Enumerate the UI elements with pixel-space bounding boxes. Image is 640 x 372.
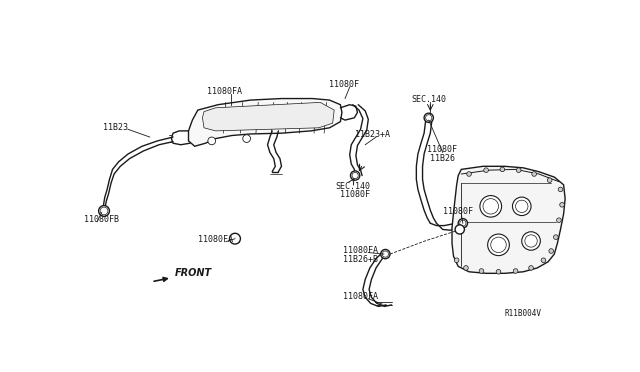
Circle shape [100,207,108,215]
Text: SEC.140: SEC.140 [412,95,447,104]
Polygon shape [452,166,565,273]
Circle shape [483,199,499,214]
Text: 11B26: 11B26 [430,154,455,163]
Circle shape [460,220,466,226]
Text: SEC.140: SEC.140 [336,182,371,191]
Polygon shape [189,99,342,146]
Circle shape [484,168,488,173]
Text: 11B23: 11B23 [103,122,128,132]
Circle shape [500,167,505,172]
Text: 11080F: 11080F [428,145,457,154]
Circle shape [529,266,533,270]
Circle shape [560,202,564,207]
Circle shape [488,234,509,256]
Text: 11B26+B: 11B26+B [344,255,378,264]
Circle shape [525,235,537,247]
Text: 11080F: 11080F [329,80,359,89]
Circle shape [208,137,216,145]
Circle shape [455,225,465,234]
Circle shape [479,269,484,273]
Circle shape [458,219,467,228]
Text: 11080F: 11080F [340,190,371,199]
Circle shape [381,250,390,259]
Circle shape [522,232,540,250]
Circle shape [516,200,528,212]
Text: 11080FA: 11080FA [344,292,378,301]
Circle shape [516,168,521,173]
Circle shape [547,178,552,183]
Circle shape [463,266,468,270]
Text: 11080FA: 11080FA [207,87,242,96]
Circle shape [532,172,536,176]
Text: R11B004V: R11B004V [505,309,541,318]
Text: 11080FA: 11080FA [198,235,233,244]
Circle shape [549,249,554,253]
Circle shape [352,173,358,179]
Circle shape [230,233,241,244]
Text: 11080F: 11080F [443,207,473,216]
Circle shape [454,258,459,263]
Circle shape [554,235,558,240]
Circle shape [426,115,432,121]
Circle shape [424,113,433,122]
Circle shape [467,172,472,176]
Text: 11080FA: 11080FA [344,246,378,255]
Circle shape [541,258,546,263]
Circle shape [558,187,563,192]
Circle shape [382,251,388,257]
Text: FRONT: FRONT [154,269,212,281]
Polygon shape [202,102,334,131]
Text: 11B23+A: 11B23+A [355,130,390,139]
Circle shape [513,197,531,216]
Circle shape [491,237,506,253]
Text: 11080FB: 11080FB [84,215,119,224]
Circle shape [496,269,501,274]
Circle shape [243,135,250,142]
Circle shape [351,171,360,180]
Circle shape [480,196,502,217]
Circle shape [557,218,561,222]
Circle shape [513,269,518,273]
Circle shape [99,206,109,217]
